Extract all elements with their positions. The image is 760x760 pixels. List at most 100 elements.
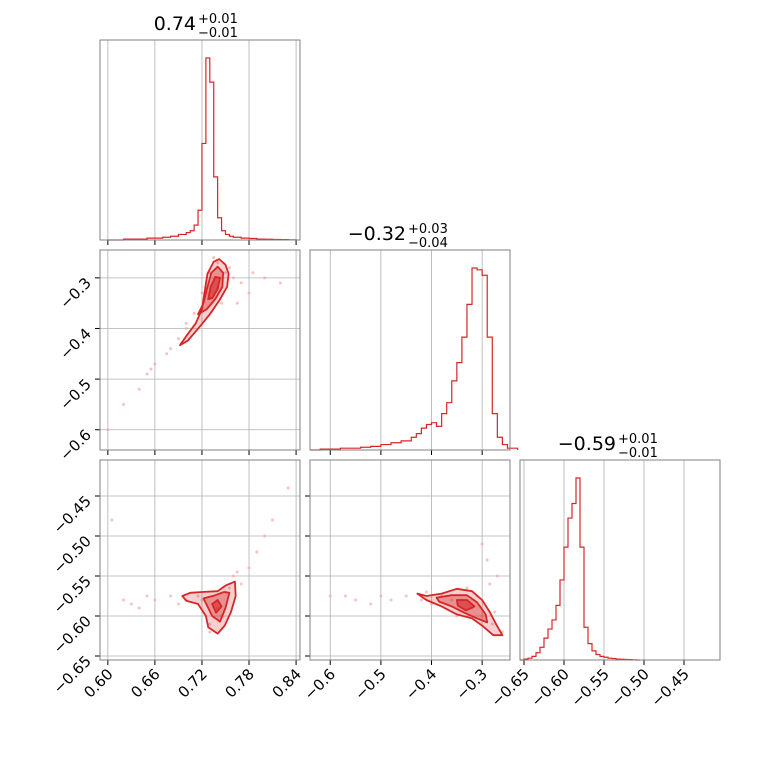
histogram-panel-p2: −0.65−0.60−0.55−0.50−0.45 −0.59 +0.01−0.01 <box>488 432 721 710</box>
sample-point <box>424 590 428 594</box>
sample-point <box>488 582 492 586</box>
x-tick-label: −0.6 <box>301 665 339 703</box>
density-contour <box>207 275 221 301</box>
scatter-panel-p0-p2: 0.60 0.66 0.72 0.78 0.84−0.65−0.60−0.55−0.50… <box>50 459 305 701</box>
sample-point <box>465 586 469 590</box>
y-tick-label: −0.3 <box>56 274 94 312</box>
sample-point <box>255 550 259 554</box>
y-tick-label: −0.6 <box>56 426 94 464</box>
x-tick-label: 0.66 <box>127 665 163 701</box>
sample-point <box>263 534 267 538</box>
sample-point <box>110 518 114 522</box>
sample-point <box>490 622 494 626</box>
sample-point <box>404 594 408 598</box>
x-tick-label: −0.3 <box>452 665 490 703</box>
sample-point <box>223 271 227 275</box>
sample-point <box>379 594 383 598</box>
x-tick-label: −0.55 <box>568 665 613 710</box>
panel-title-minus: −0.01 <box>618 446 658 461</box>
panel-frame <box>309 249 511 451</box>
sample-point <box>212 256 216 260</box>
sample-point <box>239 281 243 285</box>
y-tick-label: −0.60 <box>50 612 95 657</box>
sample-point <box>235 301 239 305</box>
sample-point <box>169 347 173 351</box>
sample-point <box>286 486 290 490</box>
panel-title-plus: +0.01 <box>618 432 658 447</box>
sample-point <box>247 291 251 295</box>
x-tick-label: −0.4 <box>402 665 440 703</box>
sample-point <box>263 276 267 280</box>
sample-point <box>137 387 141 391</box>
histogram-step-line <box>310 267 519 451</box>
y-tick-label: −0.55 <box>50 572 95 617</box>
sample-point <box>389 598 393 602</box>
scatter-panel-p1-p2: −0.6 −0.5 −0.4 −0.3 <box>301 459 511 704</box>
sample-point <box>192 311 196 315</box>
x-tick-label: −0.50 <box>608 665 653 710</box>
x-tick-label: −0.45 <box>648 665 693 710</box>
histogram-panel-p0: 0.74 +0.01−0.01 <box>99 12 301 245</box>
panel-frame <box>309 459 511 661</box>
histogram-step-line <box>107 57 297 241</box>
sample-point <box>480 614 484 618</box>
sample-point <box>184 326 188 330</box>
sample-point <box>369 602 373 606</box>
sample-point <box>419 598 423 602</box>
sample-point <box>153 362 157 366</box>
sample-point <box>106 428 110 432</box>
y-tick-label: −0.5 <box>56 375 94 413</box>
sample-point <box>227 266 231 270</box>
panel-frame <box>519 459 721 661</box>
sample-point <box>122 598 126 602</box>
panel-title-value: −0.59 <box>558 433 616 455</box>
sample-point <box>354 598 358 602</box>
sample-point <box>343 594 347 598</box>
panel-frame <box>99 39 301 241</box>
sample-point <box>165 352 169 356</box>
panel-content <box>110 486 290 635</box>
sample-point <box>278 281 282 285</box>
sample-point <box>216 261 220 265</box>
sample-point <box>169 594 173 598</box>
panel-title-value: 0.74 <box>154 13 196 35</box>
panel-title-plus: +0.03 <box>408 222 448 237</box>
panel-title-value: −0.32 <box>348 223 406 245</box>
sample-point <box>153 598 157 602</box>
y-tick-label: −0.50 <box>50 532 95 577</box>
sample-point <box>239 582 243 586</box>
panel-frame <box>99 249 301 451</box>
y-tick-label: −0.45 <box>50 492 95 537</box>
sample-point <box>480 542 484 546</box>
sample-point <box>145 594 149 598</box>
x-tick-label: 0.78 <box>221 665 257 701</box>
x-tick-label: 0.72 <box>174 665 210 701</box>
x-tick-label: −0.5 <box>351 665 389 703</box>
sample-point <box>231 276 235 280</box>
sample-point <box>145 372 149 376</box>
sample-point <box>200 291 204 295</box>
density-contour <box>211 599 223 614</box>
sample-point <box>220 301 224 305</box>
x-tick-label: −0.60 <box>528 665 573 710</box>
x-tick-label: 0.84 <box>269 665 305 701</box>
sample-point <box>184 321 188 325</box>
sample-point <box>149 367 153 371</box>
sample-point <box>493 610 497 614</box>
panel-content <box>328 542 504 637</box>
panel-frame <box>99 459 301 661</box>
sample-point <box>485 558 489 562</box>
density-contour <box>455 599 476 612</box>
sample-point <box>495 574 499 578</box>
sample-point <box>450 598 454 602</box>
x-tick-label: −0.65 <box>488 665 533 710</box>
sample-point <box>137 606 141 610</box>
panel-content <box>106 256 282 432</box>
sample-point <box>328 594 332 598</box>
sample-point <box>247 566 251 570</box>
sample-point <box>129 602 133 606</box>
sample-point <box>196 594 200 598</box>
sample-point <box>251 271 255 275</box>
sample-point <box>200 598 204 602</box>
